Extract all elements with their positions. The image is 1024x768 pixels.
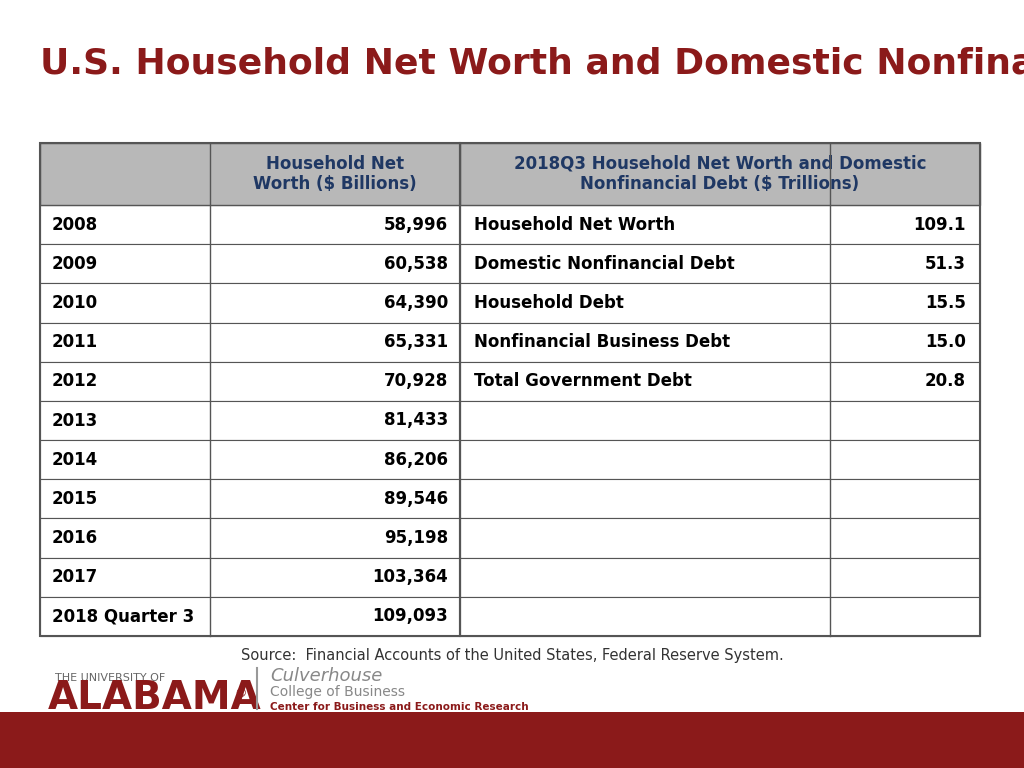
- Text: 89,546: 89,546: [384, 490, 449, 508]
- Text: 15.5: 15.5: [925, 294, 966, 312]
- Text: U.S. Household Net Worth and Domestic Nonfinancial Debt: U.S. Household Net Worth and Domestic No…: [40, 46, 1024, 80]
- Bar: [40, 283, 460, 323]
- Text: 2011: 2011: [52, 333, 98, 351]
- Text: 2012: 2012: [52, 372, 98, 390]
- Text: 64,390: 64,390: [384, 294, 449, 312]
- Bar: [460, 597, 980, 636]
- Text: Household Net
Worth ($ Billions): Household Net Worth ($ Billions): [253, 154, 417, 194]
- Text: 15.0: 15.0: [925, 333, 966, 351]
- Text: 51.3: 51.3: [925, 255, 966, 273]
- Text: 65,331: 65,331: [384, 333, 449, 351]
- Text: 2009: 2009: [52, 255, 98, 273]
- Bar: [40, 597, 460, 636]
- Text: 95,198: 95,198: [384, 529, 449, 547]
- Bar: [460, 323, 980, 362]
- Bar: [40, 440, 460, 479]
- Text: 2015: 2015: [52, 490, 98, 508]
- Text: 2013: 2013: [52, 412, 98, 429]
- Bar: [460, 479, 980, 518]
- Bar: [460, 143, 980, 636]
- Text: Center for Business and Economic Research: Center for Business and Economic Researc…: [270, 702, 528, 712]
- Bar: [40, 205, 460, 244]
- Bar: [460, 283, 980, 323]
- Text: 70,928: 70,928: [384, 372, 449, 390]
- Bar: [0, 712, 1024, 768]
- Bar: [460, 401, 980, 440]
- Bar: [40, 244, 460, 283]
- Text: Source:  Financial Accounts of the United States, Federal Reserve System.: Source: Financial Accounts of the United…: [241, 648, 783, 663]
- Text: Domestic Nonfinancial Debt: Domestic Nonfinancial Debt: [474, 255, 735, 273]
- Bar: [40, 362, 460, 401]
- Text: 2017: 2017: [52, 568, 98, 586]
- Text: Household Debt: Household Debt: [474, 294, 624, 312]
- Text: 58,996: 58,996: [384, 216, 449, 233]
- Text: ®: ®: [234, 687, 247, 700]
- Text: 109,093: 109,093: [373, 607, 449, 625]
- Text: 20.8: 20.8: [925, 372, 966, 390]
- Bar: [40, 558, 460, 597]
- Text: 2010: 2010: [52, 294, 98, 312]
- Text: College of Business: College of Business: [270, 685, 406, 699]
- Bar: [460, 518, 980, 558]
- Text: Household Net Worth: Household Net Worth: [474, 216, 675, 233]
- Bar: [460, 143, 980, 205]
- Bar: [40, 518, 460, 558]
- Text: Culverhouse: Culverhouse: [270, 667, 382, 685]
- Bar: [40, 323, 460, 362]
- Text: Nonfinancial Business Debt: Nonfinancial Business Debt: [474, 333, 730, 351]
- Bar: [40, 143, 460, 636]
- Bar: [460, 244, 980, 283]
- Bar: [460, 558, 980, 597]
- Bar: [460, 362, 980, 401]
- Text: 2018Q3 Household Net Worth and Domestic
Nonfinancial Debt ($ Trillions): 2018Q3 Household Net Worth and Domestic …: [514, 154, 927, 194]
- Text: 81,433: 81,433: [384, 412, 449, 429]
- Text: THE UNIVERSITY OF ALABAMA®  3: THE UNIVERSITY OF ALABAMA® 3: [701, 731, 990, 749]
- Text: 103,364: 103,364: [373, 568, 449, 586]
- Bar: [40, 143, 460, 205]
- Text: 2018 Quarter 3: 2018 Quarter 3: [52, 607, 195, 625]
- Text: 109.1: 109.1: [913, 216, 966, 233]
- Bar: [460, 205, 980, 244]
- Bar: [460, 440, 980, 479]
- Bar: [40, 479, 460, 518]
- Text: 86,206: 86,206: [384, 451, 449, 468]
- Text: 2016: 2016: [52, 529, 98, 547]
- Text: THE UNIVERSITY OF: THE UNIVERSITY OF: [55, 673, 165, 683]
- Text: ALABAMA: ALABAMA: [48, 679, 262, 717]
- Text: 2014: 2014: [52, 451, 98, 468]
- Bar: [40, 401, 460, 440]
- Text: 2008: 2008: [52, 216, 98, 233]
- Text: 60,538: 60,538: [384, 255, 449, 273]
- Text: Total Government Debt: Total Government Debt: [474, 372, 692, 390]
